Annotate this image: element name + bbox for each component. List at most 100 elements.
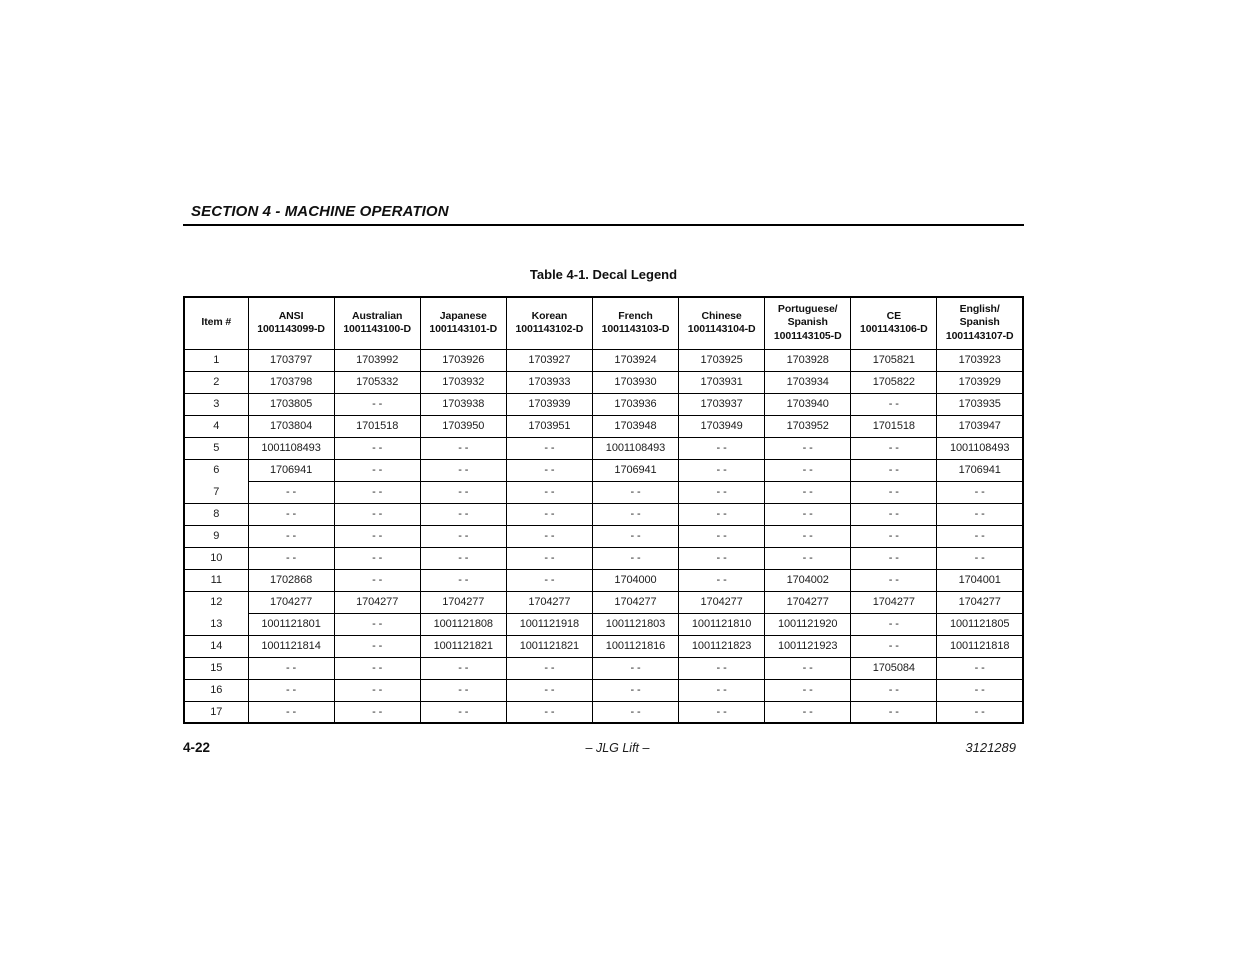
part-number-cell: - -: [850, 700, 938, 724]
part-number-cell: 1704277: [247, 590, 335, 614]
part-number-cell: 1001121823: [678, 634, 766, 658]
part-number-cell: - -: [333, 612, 421, 636]
part-number-cell: 1705822: [850, 370, 938, 394]
part-number-cell: 1704277: [850, 590, 938, 614]
part-number-cell: 1705084: [850, 656, 938, 680]
table-row: 9- -- -- -- -- -- -- -- -- -: [183, 524, 1024, 548]
part-number-cell: 1703940: [764, 392, 852, 416]
part-number-cell: - -: [850, 392, 938, 416]
part-number-cell: 1704277: [333, 590, 421, 614]
part-number-cell: - -: [419, 678, 507, 702]
table-row: 5 1001108493- -- -- -1001108493- -- -- -1…: [183, 436, 1024, 460]
part-number-cell: 1703797: [247, 348, 335, 372]
part-number-cell: 1001121821: [419, 634, 507, 658]
part-number-cell: - -: [333, 546, 421, 570]
part-number-cell: - -: [247, 656, 335, 680]
item-number-cell: 9: [183, 524, 249, 548]
part-number-cell: 1001121818: [936, 634, 1024, 658]
item-number-cell: 6: [183, 458, 249, 481]
part-number-cell: - -: [764, 458, 852, 482]
part-number-cell: 1704277: [936, 590, 1024, 614]
part-number-cell: - -: [850, 568, 938, 592]
table-row: 6 1706941- -- -- -1706941- -- -- -1706941: [183, 458, 1024, 482]
part-number-cell: 1001108493: [247, 436, 335, 460]
item-number-cell: 8: [183, 502, 249, 526]
part-number-cell: - -: [850, 480, 938, 504]
footer-brand-text: – JLG Lift –: [585, 741, 650, 755]
part-number-cell: - -: [936, 700, 1024, 724]
part-number-cell: - -: [764, 480, 852, 504]
part-number-cell: - -: [591, 524, 680, 548]
part-number-cell: - -: [247, 524, 335, 548]
part-number-cell: - -: [333, 524, 421, 548]
part-number-cell: - -: [764, 656, 852, 680]
item-number-cell: 14: [183, 634, 249, 658]
part-number-cell: 1705332: [333, 370, 421, 394]
part-number-cell: - -: [936, 502, 1024, 526]
part-number-cell: 1703798: [247, 370, 335, 394]
part-number-cell: - -: [678, 546, 766, 570]
item-number-cell: 1: [183, 348, 249, 372]
part-number-cell: - -: [678, 436, 766, 460]
item-number-cell: 17: [183, 700, 249, 724]
part-number-cell: 1703951: [505, 414, 593, 438]
part-number-cell: 1001121814: [247, 634, 335, 658]
part-number-cell: 1706941: [591, 458, 680, 482]
part-number-cell: - -: [850, 678, 938, 702]
part-number-cell: 1704001: [936, 568, 1024, 592]
part-number-cell: - -: [333, 392, 421, 416]
part-number-cell: - -: [333, 568, 421, 592]
part-number-cell: - -: [764, 678, 852, 702]
part-number-cell: - -: [850, 458, 938, 482]
column-header: Portuguese/Spanish 1001143105-D: [764, 296, 852, 350]
part-number-cell: 1703948: [591, 414, 680, 438]
column-header: CE 1001143106-D: [850, 296, 938, 350]
table-row: 15- -- -- -- -- -- -- -1705084- -: [183, 656, 1024, 680]
item-number-cell: 12: [183, 590, 249, 613]
part-number-cell: 1703947: [936, 414, 1024, 438]
part-number-cell: - -: [505, 568, 593, 592]
part-number-cell: 1703992: [333, 348, 421, 372]
item-number-cell: 15: [183, 656, 249, 680]
table-row: 2 1703798 1705332 1703932 1703933 1703930 1703…: [183, 370, 1024, 394]
part-number-cell: 1704002: [764, 568, 852, 592]
part-number-cell: 1703936: [591, 392, 680, 416]
part-number-cell: 1703932: [419, 370, 507, 394]
section-title: SECTION 4 - MACHINE OPERATION: [191, 203, 449, 220]
part-number-cell: 1701518: [333, 414, 421, 438]
part-number-cell: - -: [419, 458, 507, 482]
column-header: French 1001143103-D: [591, 296, 680, 350]
part-number-cell: - -: [419, 568, 507, 592]
part-number-cell: 1703931: [678, 370, 766, 394]
part-number-cell: - -: [333, 634, 421, 658]
part-number-cell: - -: [591, 480, 680, 504]
part-number-cell: - -: [591, 546, 680, 570]
part-number-cell: 1703934: [764, 370, 852, 394]
document-number: 3121289: [965, 740, 1016, 755]
part-number-cell: 1701518: [850, 414, 938, 438]
part-number-cell: - -: [764, 502, 852, 526]
table-row: 11 1702868- -- -- -1704000- -1704002- -17…: [183, 568, 1024, 592]
part-number-cell: 1703939: [505, 392, 593, 416]
part-number-cell: - -: [247, 502, 335, 526]
part-number-cell: - -: [936, 656, 1024, 680]
item-number-cell: 5: [183, 436, 249, 460]
decal-legend-table: Item # ANSI 1001143099-D Australian 10011431…: [183, 296, 1024, 724]
part-number-cell: 1704277: [505, 590, 593, 614]
section-title-rule: [183, 224, 1024, 226]
part-number-cell: - -: [505, 678, 593, 702]
part-number-cell: - -: [591, 700, 680, 724]
part-number-cell: 1704277: [591, 590, 680, 614]
item-number-cell: 3: [183, 392, 249, 416]
part-number-cell: - -: [505, 546, 593, 570]
part-number-cell: - -: [505, 480, 593, 504]
part-number-cell: 1703952: [764, 414, 852, 438]
part-number-cell: - -: [419, 436, 507, 460]
part-number-cell: 1703930: [591, 370, 680, 394]
table-row: 14 1001121814- -1001121821 1001121821 10011…: [183, 634, 1024, 658]
part-number-cell: 1703927: [505, 348, 593, 372]
part-number-cell: - -: [850, 436, 938, 460]
part-number-cell: - -: [936, 546, 1024, 570]
column-header: English/Spanish 1001143107-D: [936, 296, 1024, 350]
